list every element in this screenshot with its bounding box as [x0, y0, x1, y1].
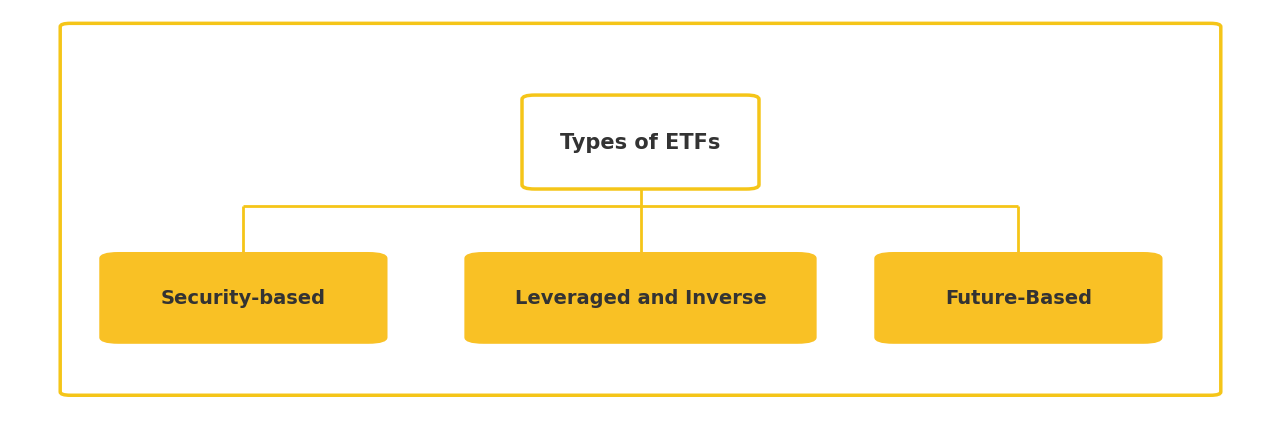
FancyBboxPatch shape	[60, 24, 1221, 395]
Text: Security-based: Security-based	[161, 289, 325, 308]
FancyBboxPatch shape	[523, 96, 758, 190]
Text: Future-Based: Future-Based	[945, 289, 1091, 308]
FancyBboxPatch shape	[874, 252, 1163, 344]
FancyBboxPatch shape	[464, 252, 817, 344]
Text: Types of ETFs: Types of ETFs	[560, 133, 721, 153]
FancyBboxPatch shape	[100, 252, 387, 344]
Text: Leveraged and Inverse: Leveraged and Inverse	[515, 289, 766, 308]
